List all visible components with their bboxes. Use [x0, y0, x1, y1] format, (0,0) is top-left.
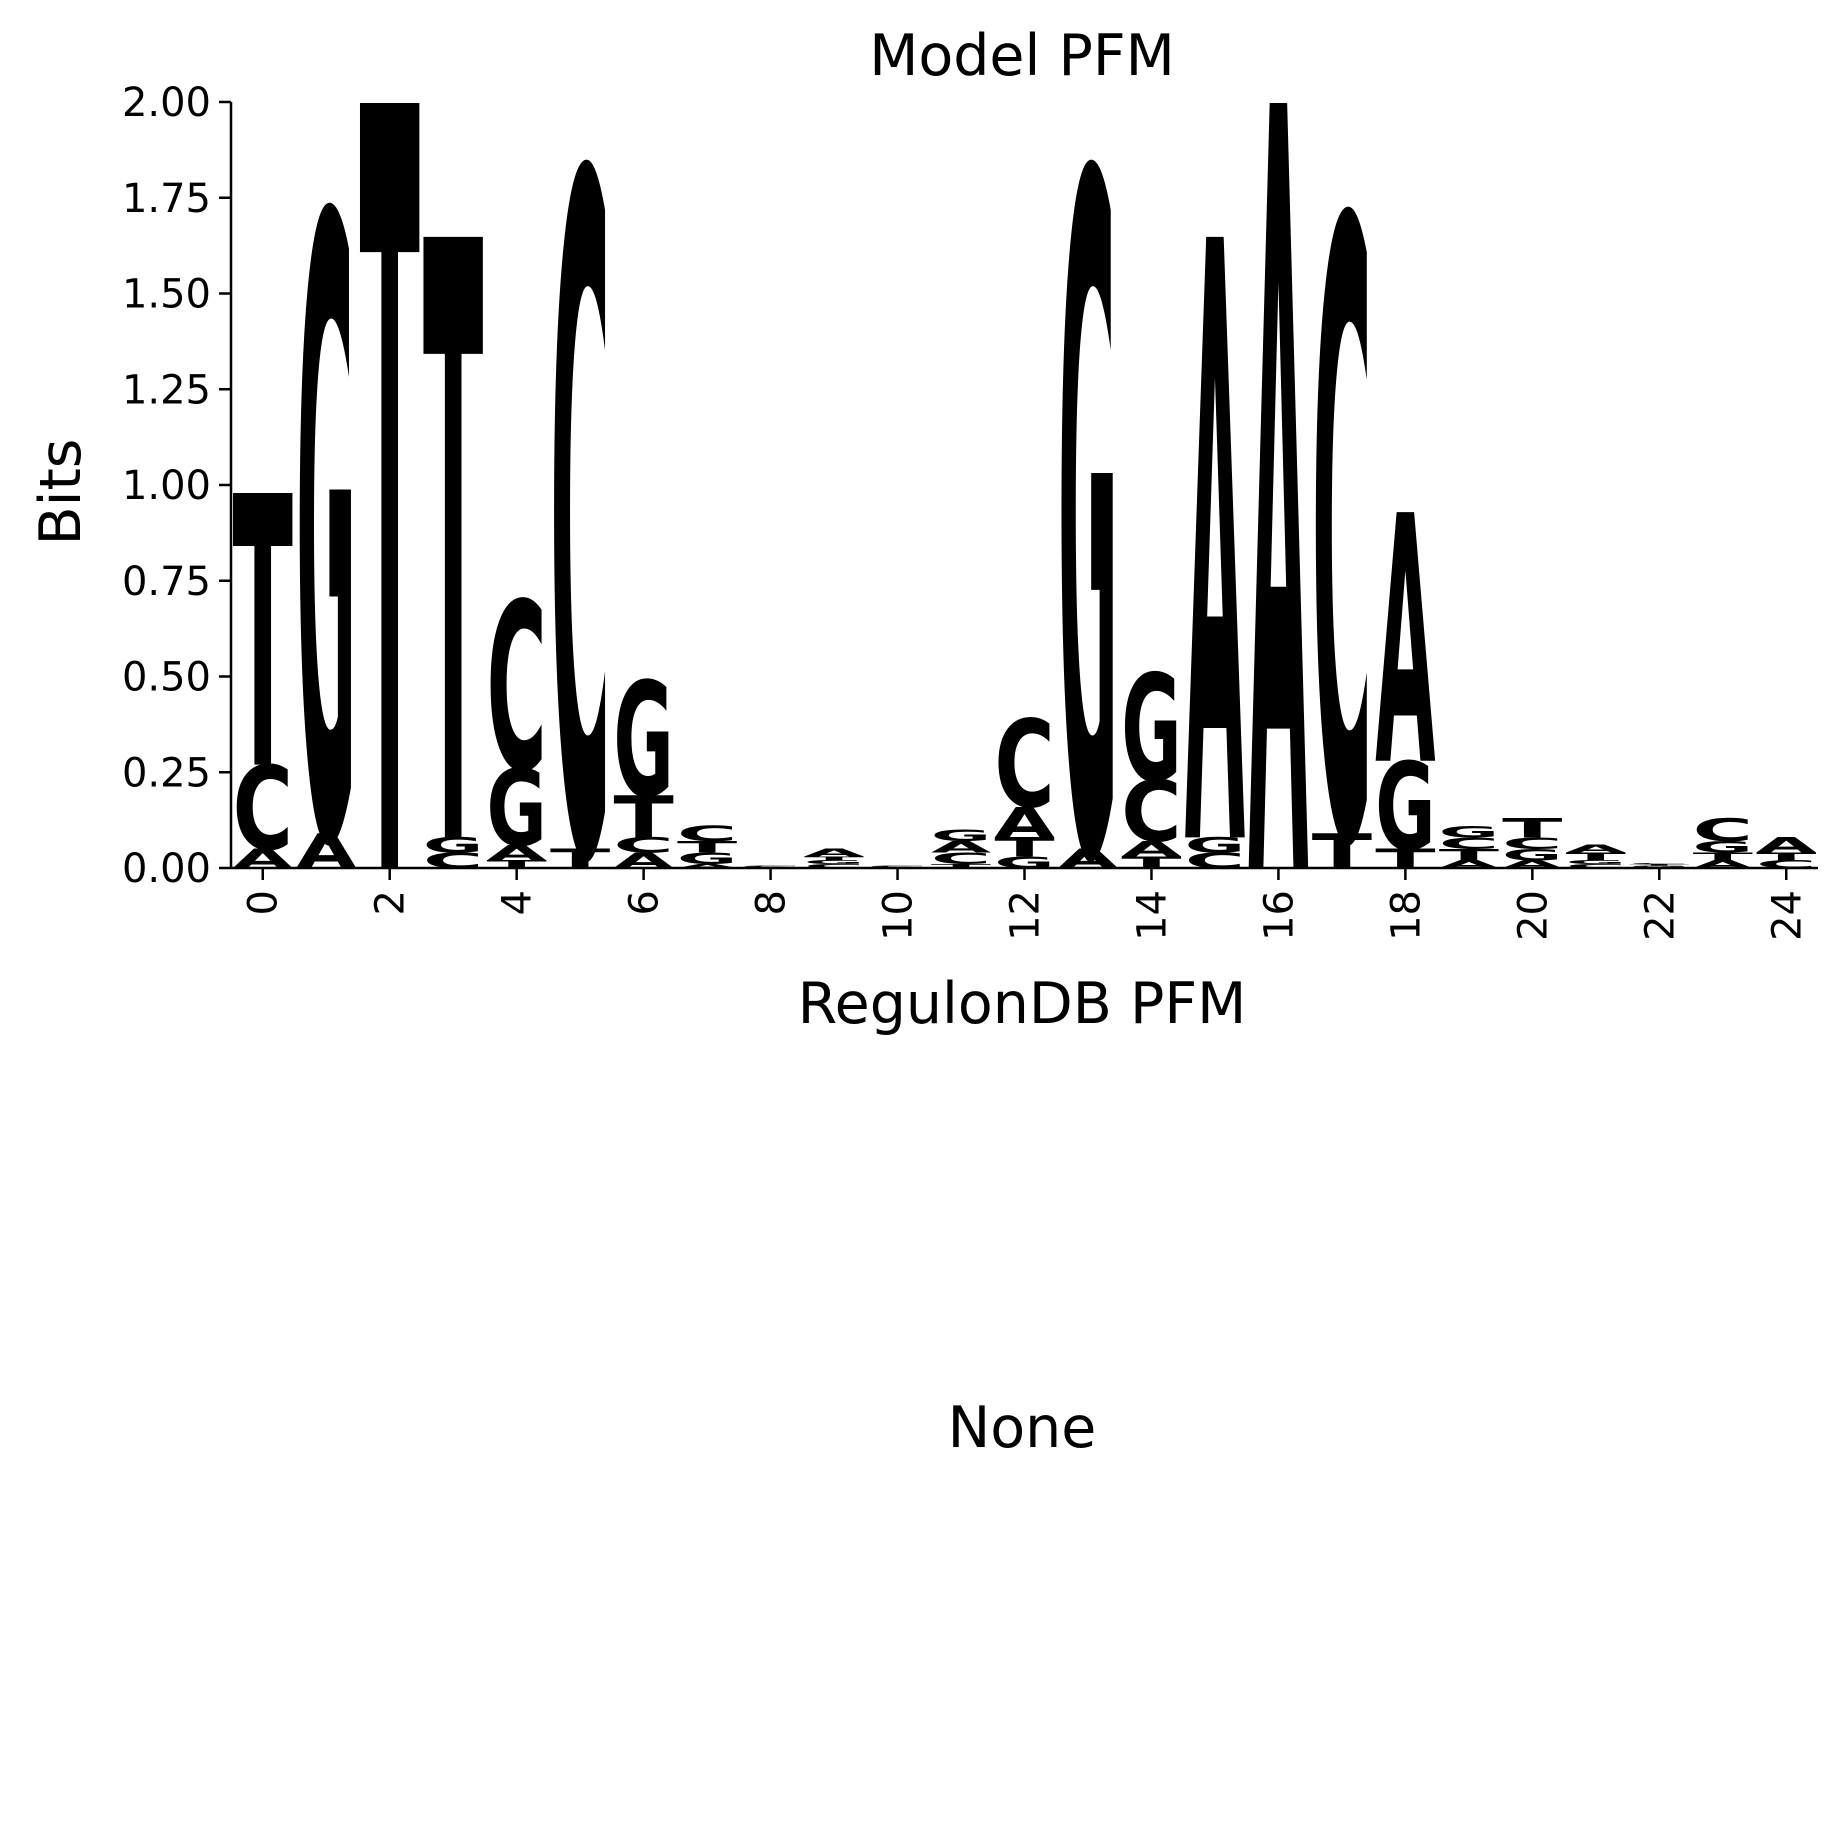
logo-letter-c: C [1312, 50, 1372, 1034]
logo-letter-t: T [1439, 846, 1499, 864]
logo-letter-t: T [423, 74, 484, 1033]
logo-letter-t: T [550, 844, 611, 875]
logo-letter-t: T [1693, 851, 1753, 863]
logo-letter-g: G [1121, 645, 1181, 816]
y-axis-label: Bits [28, 439, 94, 546]
x-tick-label: 8 [749, 890, 795, 915]
logo-letter-a: A [1756, 834, 1816, 858]
logo-letter-g: G [804, 859, 864, 865]
x-tick-label: 12 [1003, 890, 1049, 941]
logo-letter-g: G [1566, 859, 1626, 865]
x-tick-label: 16 [1256, 890, 1302, 941]
logo-letter-g: G [1185, 833, 1245, 857]
logo-letter-c: C [550, 0, 610, 1069]
logo-letter-c: C [994, 696, 1054, 836]
x-tick-label: 0 [241, 890, 287, 915]
x-tick-label: 22 [1637, 890, 1683, 941]
logo-letter-t: T [804, 855, 865, 861]
y-tick-label: 1.00 [122, 463, 211, 509]
logo-letter-t: T [1502, 813, 1563, 844]
logo-letter-t: T [1566, 851, 1626, 863]
logo-letter-g: G [931, 827, 991, 845]
logo-letter-g: G [1439, 823, 1499, 841]
logo-letter-g: G [1375, 737, 1435, 878]
logo-letter-t: T [233, 419, 294, 852]
logo-letter-t: T [1756, 851, 1816, 863]
x-tick-label: 18 [1383, 890, 1429, 941]
logo-letter-g: G [487, 749, 547, 871]
y-tick-label: 0.75 [122, 559, 211, 605]
logo-letter-a: A [677, 863, 738, 869]
bottom-chart-title: None [948, 1395, 1097, 1461]
x-tick-label: 6 [622, 890, 668, 915]
logo-letter-t: T [994, 832, 1055, 863]
x-tick-label: 2 [368, 890, 414, 915]
logo-letter-a: A [994, 798, 1055, 847]
y-tick-label: 1.25 [122, 367, 211, 413]
logo-letter-a: A [487, 841, 547, 865]
logo-letter-c: C [233, 742, 293, 877]
logo-letter-g: G [1629, 865, 1689, 867]
logo-letters: ACTAGTCGTTAGCTCACTGAGTCACCGTAACTCAGGTACA… [233, 0, 1817, 1116]
x-tick-label: 4 [495, 890, 541, 915]
top-chart-title: Model PFM [869, 23, 1175, 89]
logo-letter-c: C [740, 865, 800, 867]
logo-letter-a: A [804, 847, 864, 859]
y-tick-label: 0.25 [122, 750, 211, 796]
logo-letter-t: T [677, 838, 737, 856]
logo-letter-a: A [1375, 445, 1435, 842]
logo-letter-c: C [804, 863, 864, 869]
logo-letter-g: G [296, 46, 356, 1035]
logo-letter-a: A [931, 838, 992, 856]
y-tick-label: 1.50 [122, 272, 211, 318]
y-tick-label: 0.00 [122, 846, 211, 892]
logo-letter-c: C [1693, 812, 1753, 849]
logo-letter-t: T [613, 784, 673, 851]
logo-letter-a: A [1248, 0, 1309, 1116]
x-tick-label: 20 [1510, 890, 1556, 941]
x-tick-label: 24 [1764, 890, 1810, 941]
logo-letter-t: T [1312, 824, 1372, 879]
logo-letter-a: A [1566, 843, 1626, 855]
logo-letter-a: A [1121, 837, 1181, 861]
logo-letter-c: C [1502, 834, 1562, 852]
x-axis-label: RegulonDB PFM [798, 971, 1247, 1037]
logo-letter-c: C [677, 822, 737, 846]
logo-letter-g: G [1502, 846, 1562, 864]
y-tick-label: 2.00 [122, 80, 211, 126]
logo-letter-c: C [1439, 834, 1499, 852]
logo-letter-a: A [296, 825, 356, 880]
logo-letter-g: G [1693, 838, 1753, 856]
logo-letter-c: C [1566, 863, 1626, 869]
logo-letter-g: G [613, 649, 673, 832]
axes: 0.000.250.500.751.001.251.501.752.000 2 4 6… [122, 80, 1818, 941]
logo-letter-g: G [423, 833, 483, 857]
logo-letter-g: G [1058, 0, 1118, 1069]
logo-letter-c: C [1629, 863, 1689, 865]
logo-letter-a: A [1185, 73, 1246, 1032]
x-tick-label: 14 [1129, 890, 1175, 941]
logo-letter-c: C [613, 833, 673, 857]
logo-letter-c: C [1121, 763, 1181, 861]
logo-letter-t: T [1629, 864, 1690, 866]
y-tick-label: 1.75 [122, 176, 211, 222]
logo-letter-t: T [360, 0, 421, 1116]
logo-letter-g: G [677, 850, 737, 868]
y-tick-label: 0.50 [122, 655, 211, 701]
logo-letter-c: C [931, 850, 991, 868]
logo-letter-c: C [867, 865, 927, 867]
logo-letter-t: T [931, 863, 992, 869]
x-tick-label: 10 [876, 890, 922, 941]
logo-letter-c: C [487, 554, 547, 823]
